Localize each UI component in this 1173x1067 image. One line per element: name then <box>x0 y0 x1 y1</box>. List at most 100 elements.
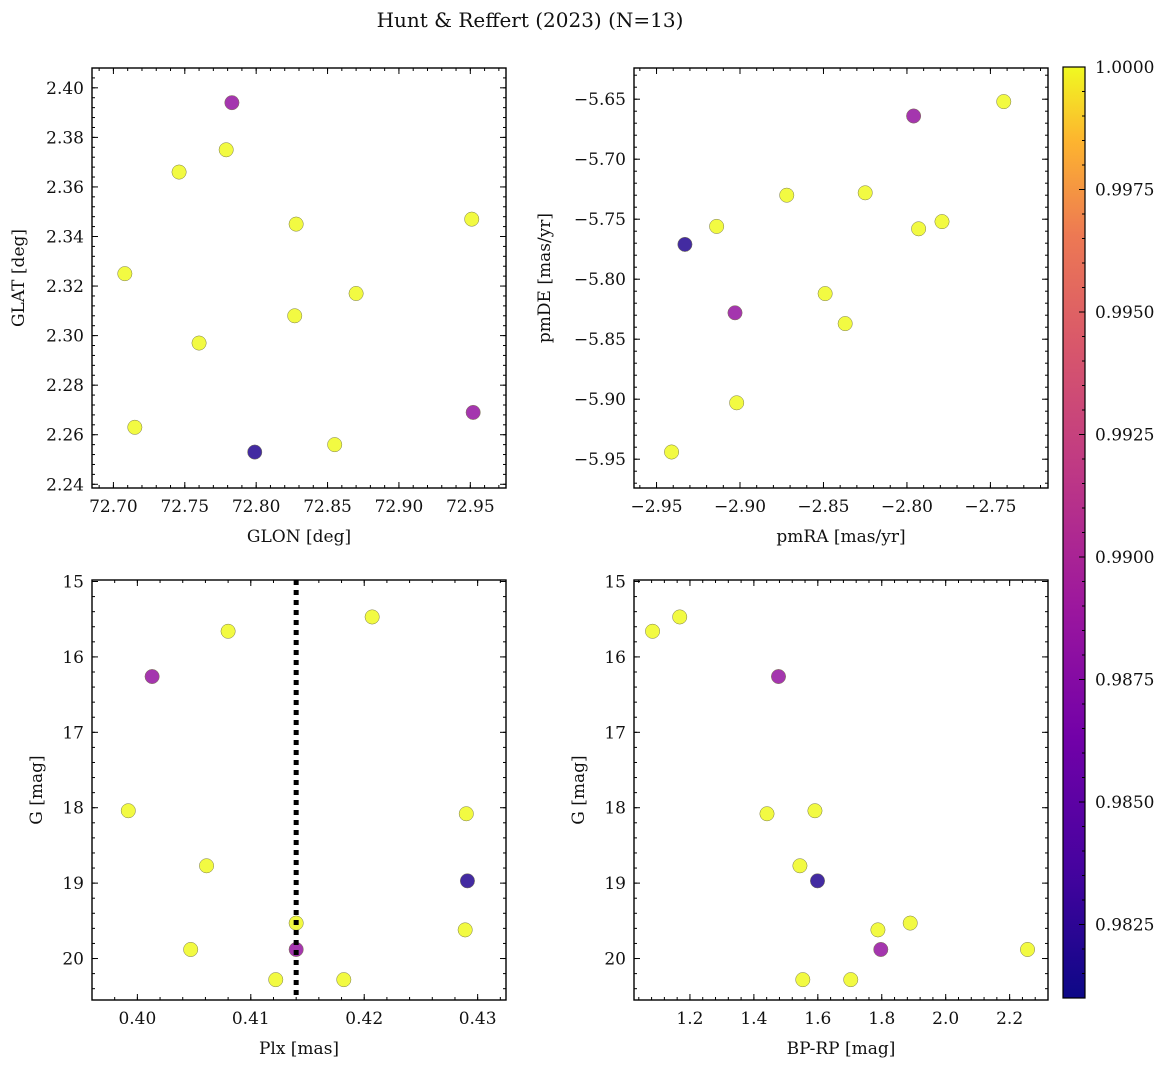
scatter-point <box>709 218 725 234</box>
scatter-point <box>144 669 160 684</box>
x-tick-label: 2.0 <box>932 1009 959 1029</box>
scatter-point <box>817 286 833 302</box>
scatter-point <box>807 803 823 819</box>
colorbar: 0.9825 0.9850 0.9875 0.9900 0.9925 0.9950 0.99… <box>1062 58 1154 999</box>
y-tick-label: 17 <box>62 723 84 743</box>
scatter-point <box>911 221 927 237</box>
scatter-point <box>336 972 352 988</box>
colorbar-tick-label: 0.9950 <box>1095 303 1154 323</box>
colorbar-tick-label: 0.9900 <box>1095 548 1154 568</box>
x-tick-label: 0.40 <box>118 1009 156 1029</box>
y-tick-label: 16 <box>604 648 626 668</box>
y-tick-label: 19 <box>604 874 626 894</box>
x-tick-label: 1.4 <box>740 1009 767 1029</box>
scatter-point <box>727 305 743 321</box>
y-tick-label: −5.95 <box>574 450 626 470</box>
y-tick-label: 2.30 <box>46 327 84 347</box>
scatter-point <box>364 609 380 625</box>
x-axis-label: BP-RP [mag] <box>787 1039 896 1059</box>
scatter-point <box>465 404 481 420</box>
x-tick-label: 0.43 <box>459 1009 497 1029</box>
scatter-point <box>906 108 922 124</box>
scatter-point <box>902 915 918 931</box>
y-tick-label: −5.65 <box>574 90 626 110</box>
scatter-point <box>677 236 693 252</box>
scatter-point <box>127 419 143 435</box>
x-axis-label: Plx [mas] <box>259 1039 339 1059</box>
axes-frame <box>91 67 507 489</box>
y-tick-label: 2.38 <box>46 128 84 148</box>
x-tick-label: 1.8 <box>868 1009 895 1029</box>
x-tick-label: 0.42 <box>345 1009 383 1029</box>
x-tick-label: 72.75 <box>160 497 209 517</box>
x-tick-label: −2.75 <box>964 497 1016 517</box>
y-tick-label: 18 <box>62 799 84 819</box>
scatter-point <box>218 142 234 158</box>
scatter-point <box>117 266 133 282</box>
scatter-point <box>759 806 775 822</box>
scatter-point <box>645 623 660 639</box>
scatter-point <box>457 922 473 938</box>
y-tick-label: 2.28 <box>46 376 84 396</box>
y-tick-label: 2.34 <box>46 227 84 247</box>
y-tick-label: 16 <box>62 648 84 668</box>
scatter-point <box>327 437 343 453</box>
y-tick-label: 19 <box>62 874 84 894</box>
colorbar-gradient <box>1062 66 1086 999</box>
x-tick-label: −2.95 <box>630 497 682 517</box>
x-tick-label: 1.6 <box>804 1009 831 1029</box>
scatter-point <box>348 286 364 301</box>
x-tick-label: 72.90 <box>375 497 424 517</box>
y-axis-label: G [mag] <box>27 755 47 824</box>
scatter-point <box>1020 942 1035 957</box>
y-axis-label: GLAT [deg] <box>9 229 29 327</box>
y-tick-label: 17 <box>604 723 626 743</box>
y-tick-label: −5.70 <box>574 150 626 170</box>
plx-g-scatter-panel: 0.40 0.41 0.42 0.43 15 16 17 18 19 20 Plx [mas] G [… <box>27 573 507 1059</box>
x-tick-label: −2.80 <box>881 497 933 517</box>
y-axis-label: pmDE [mas/yr] <box>535 213 555 343</box>
x-tick-label: 72.85 <box>303 497 352 517</box>
scatter-point <box>220 623 236 639</box>
glon-glat-scatter-panel: 72.70 72.75 72.80 72.85 72.90 72.95 2.24 2.26 2.… <box>9 67 507 547</box>
figure-title: Hunt & Reffert (2023) (N=13) <box>377 8 684 32</box>
scatter-point <box>171 164 187 180</box>
scatter-point <box>458 806 474 822</box>
x-tick-label: −2.85 <box>797 497 849 517</box>
scatter-point <box>664 444 680 460</box>
x-tick-label: 2.2 <box>996 1009 1023 1029</box>
scatter-point <box>672 609 688 625</box>
scatter-point <box>771 669 786 684</box>
colorbar-tick-label: 1.0000 <box>1095 58 1154 78</box>
y-tick-label: 20 <box>604 950 626 970</box>
y-tick-label: 2.32 <box>46 277 84 297</box>
x-tick-label: 1.2 <box>676 1009 703 1029</box>
scatter-point <box>837 316 853 332</box>
axes-frame <box>91 579 507 1001</box>
colorbar-tick-label: 0.9825 <box>1095 916 1154 936</box>
y-tick-label: 2.24 <box>46 475 84 495</box>
scatter-point <box>810 873 825 889</box>
scatter-point <box>288 216 304 232</box>
y-tick-label: 2.40 <box>46 79 84 99</box>
y-tick-label: 18 <box>604 799 626 819</box>
y-tick-label: 2.26 <box>46 426 84 446</box>
y-axis-label: G [mag] <box>569 755 589 824</box>
scatter-point <box>873 942 889 957</box>
colorbar-tick-label: 0.9975 <box>1095 181 1154 201</box>
scatter-point <box>247 444 263 460</box>
scatter-point <box>464 211 480 227</box>
axes-frame <box>633 579 1049 1001</box>
y-tick-label: −5.75 <box>574 210 626 230</box>
scatter-point <box>729 395 745 411</box>
colorbar-tick-label: 0.9875 <box>1095 671 1154 691</box>
scatter-point <box>224 95 240 111</box>
y-tick-label: 2.36 <box>46 178 84 198</box>
bprp-g-scatter-panel: 1.2 1.4 1.6 1.8 2.0 2.2 15 16 17 18 19 20 BP-RP [mag… <box>569 573 1049 1059</box>
y-tick-label: 20 <box>62 950 84 970</box>
y-tick-label: −5.90 <box>574 390 626 410</box>
scatter-point <box>199 858 215 874</box>
y-tick-label: −5.80 <box>574 270 626 290</box>
axes-frame <box>633 67 1049 489</box>
colorbar-tick-label: 0.9850 <box>1095 793 1154 813</box>
